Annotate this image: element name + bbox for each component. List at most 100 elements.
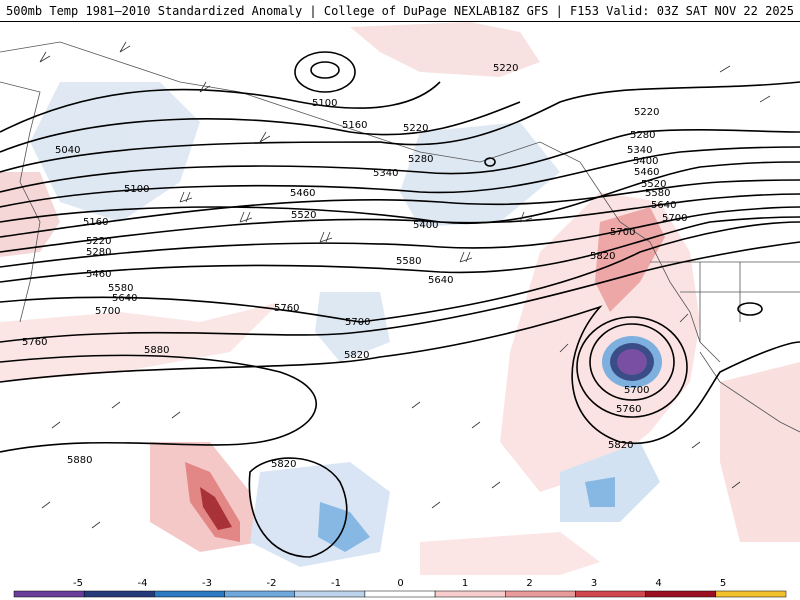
colorbar-swatch bbox=[224, 590, 295, 598]
colorbar-swatch bbox=[13, 590, 85, 598]
wind-barb bbox=[471, 421, 481, 429]
contour-label: 5760 bbox=[274, 303, 299, 314]
cold-anomaly-central bbox=[315, 292, 390, 362]
anomaly-shading bbox=[0, 22, 800, 575]
contour-low-bering bbox=[484, 157, 496, 167]
contour-label: 5400 bbox=[413, 220, 438, 231]
colorbar-tick-label: 5 bbox=[720, 578, 726, 589]
contour-label: 5700 bbox=[624, 385, 649, 396]
contour-labels: 5220 5100 5160 5220 5280 5340 5040 5100 … bbox=[22, 63, 687, 470]
wind-barb bbox=[491, 481, 501, 489]
contour-5820-south bbox=[248, 457, 348, 558]
colorbar-tick-label: -2 bbox=[267, 578, 277, 589]
colorbar-swatch bbox=[575, 590, 646, 598]
colorbar-swatches bbox=[13, 590, 787, 598]
colorbar-tick-label: -3 bbox=[202, 578, 212, 589]
contour-label: 5820 bbox=[590, 251, 615, 262]
contour-label: 5340 bbox=[627, 145, 652, 156]
warm-anomaly-sw-peak bbox=[200, 487, 232, 530]
contour-label: 5640 bbox=[112, 293, 137, 304]
contour-label: 5700 bbox=[345, 317, 370, 328]
contour-label: 5280 bbox=[408, 154, 433, 165]
colorbar-tick-label: -4 bbox=[138, 578, 148, 589]
warm-anomaly-west-pacific bbox=[0, 302, 280, 382]
contour-5820 bbox=[0, 305, 800, 445]
cold-anomaly-low-core bbox=[617, 349, 647, 375]
wind-barb bbox=[111, 401, 121, 409]
wind-barb bbox=[199, 81, 211, 93]
alaska-coast bbox=[0, 41, 721, 363]
contour-label: 5700 bbox=[610, 227, 635, 238]
warm-anomaly-nw bbox=[0, 172, 60, 257]
wind-barb bbox=[759, 95, 771, 103]
contour-label: 5340 bbox=[373, 168, 398, 179]
contour-label: 5820 bbox=[271, 459, 296, 470]
siberia-coast bbox=[0, 81, 41, 323]
wind-barb bbox=[679, 313, 689, 323]
contour-label: 5460 bbox=[86, 269, 111, 280]
contour-5100 bbox=[0, 81, 441, 133]
contour-5640 bbox=[0, 216, 800, 283]
contour-5220 bbox=[0, 81, 800, 173]
wind-barb bbox=[239, 211, 253, 223]
wind-barb bbox=[51, 421, 61, 429]
colorbar-swatch bbox=[505, 590, 576, 598]
colorbar-tick-label: 2 bbox=[526, 578, 532, 589]
contour-label: 5580 bbox=[396, 256, 421, 267]
anomaly-map: 5220 5100 5160 5220 5280 5340 5040 5100 … bbox=[0, 22, 800, 575]
contour-5700 bbox=[0, 221, 800, 323]
contour-label: 5100 bbox=[124, 184, 149, 195]
contour-label: 5280 bbox=[86, 247, 111, 258]
contour-label: 5700 bbox=[662, 213, 687, 224]
contour-high-north-inner bbox=[310, 61, 340, 79]
contour-label: 5700 bbox=[95, 306, 120, 317]
warm-anomaly-southeast bbox=[720, 362, 800, 542]
contour-label: 5880 bbox=[67, 455, 92, 466]
contour-label: 5400 bbox=[633, 156, 658, 167]
contour-5160 bbox=[0, 101, 521, 153]
contour-high-north bbox=[294, 51, 356, 93]
colorbar-swatch bbox=[364, 590, 436, 598]
wind-barb bbox=[719, 65, 731, 73]
wind-barb bbox=[731, 481, 741, 489]
colorbar-tick-label: 4 bbox=[655, 578, 661, 589]
warm-anomaly-east-pacific bbox=[500, 192, 700, 492]
contour-label: 5220 bbox=[493, 63, 518, 74]
colorbar-graphic: -5 -4 -3 -2 -1 0 1 2 3 4 5 bbox=[13, 578, 787, 598]
contour-low-inland bbox=[737, 302, 763, 316]
cold-anomaly-alaska bbox=[30, 82, 200, 222]
wind-barbs bbox=[39, 41, 771, 529]
colorbar-tick-label: 3 bbox=[591, 578, 597, 589]
colorbar-swatch bbox=[715, 590, 787, 598]
contour-label: 5220 bbox=[403, 123, 428, 134]
colorbar-swatch bbox=[434, 590, 506, 598]
colorbar-tick-label: 0 bbox=[397, 578, 403, 589]
contour-label: 5580 bbox=[108, 283, 133, 294]
contour-label: 5820 bbox=[608, 440, 633, 451]
wind-barb bbox=[91, 521, 101, 529]
contour-5580 bbox=[0, 206, 800, 268]
contour-low-5760 bbox=[576, 316, 688, 418]
height-contours bbox=[0, 51, 800, 558]
colorbar-tick-label: -5 bbox=[73, 578, 83, 589]
mexico-coast bbox=[699, 351, 800, 433]
contour-label: 5580 bbox=[645, 188, 670, 199]
contour-label: 5640 bbox=[651, 200, 676, 211]
title-bar: 500mb Temp 1981–2010 Standardized Anomal… bbox=[0, 0, 800, 22]
contour-label: 5520 bbox=[291, 210, 316, 221]
contour-label: 5760 bbox=[616, 404, 641, 415]
contour-label: 5820 bbox=[344, 350, 369, 361]
wind-barb bbox=[691, 441, 701, 449]
cold-anomaly-southeast-core bbox=[585, 477, 615, 507]
colorbar-swatch bbox=[154, 590, 225, 598]
contour-label: 5760 bbox=[22, 337, 47, 348]
colorbar-tick-label: 1 bbox=[462, 578, 468, 589]
wind-barb bbox=[41, 501, 51, 509]
contour-label: 5640 bbox=[428, 275, 453, 286]
colorbar-ticks: -5 -4 -3 -2 -1 0 1 2 3 4 5 bbox=[73, 578, 726, 589]
contour-label: 5160 bbox=[83, 217, 108, 228]
colorbar-swatch bbox=[645, 590, 717, 598]
contour-5280 bbox=[0, 128, 800, 193]
contour-label: 5100 bbox=[312, 98, 337, 109]
wind-barb bbox=[459, 251, 473, 263]
